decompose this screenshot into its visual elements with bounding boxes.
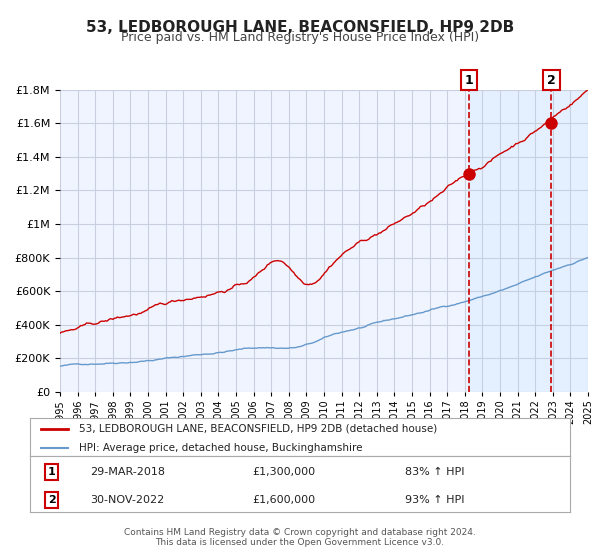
Text: 1: 1	[48, 467, 55, 477]
Text: Contains HM Land Registry data © Crown copyright and database right 2024.
This d: Contains HM Land Registry data © Crown c…	[124, 528, 476, 547]
Bar	[469, 90, 588, 392]
Text: 2: 2	[547, 73, 556, 87]
Text: 29-MAR-2018: 29-MAR-2018	[90, 467, 164, 477]
Text: 2: 2	[48, 495, 55, 505]
Text: Price paid vs. HM Land Registry's House Price Index (HPI): Price paid vs. HM Land Registry's House …	[121, 31, 479, 44]
Text: 93% ↑ HPI: 93% ↑ HPI	[405, 495, 465, 505]
Text: £1,600,000: £1,600,000	[252, 495, 316, 505]
Text: 53, LEDBOROUGH LANE, BEACONSFIELD, HP9 2DB: 53, LEDBOROUGH LANE, BEACONSFIELD, HP9 2…	[86, 20, 514, 35]
Text: HPI: Average price, detached house, Buckinghamshire: HPI: Average price, detached house, Buck…	[79, 443, 362, 453]
Text: £1,300,000: £1,300,000	[252, 467, 316, 477]
Text: 53, LEDBOROUGH LANE, BEACONSFIELD, HP9 2DB (detached house): 53, LEDBOROUGH LANE, BEACONSFIELD, HP9 2…	[79, 424, 437, 434]
Text: 30-NOV-2022: 30-NOV-2022	[90, 495, 164, 505]
Text: 83% ↑ HPI: 83% ↑ HPI	[405, 467, 465, 477]
Text: 1: 1	[464, 73, 473, 87]
